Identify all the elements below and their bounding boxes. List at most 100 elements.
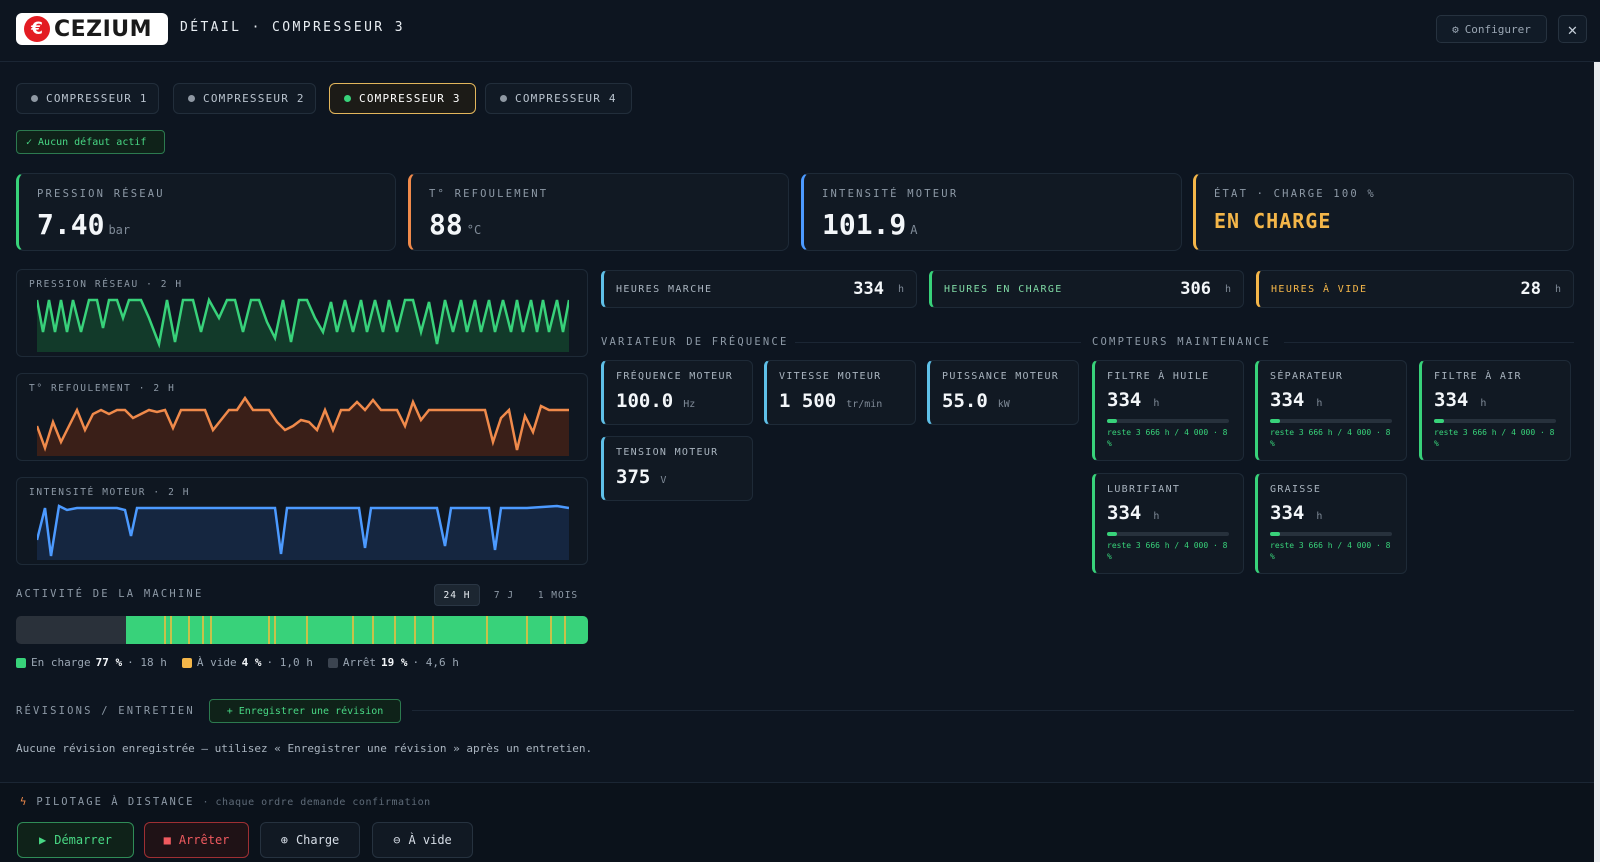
vfd-label: VITESSE MOTEUR xyxy=(779,371,882,382)
maintenance-remaining: reste 3 666 h / 4 000 · 8 % xyxy=(1270,428,1391,448)
activity-idle-mark xyxy=(564,616,566,644)
vfd-value: 375 xyxy=(616,466,651,488)
maintenance-unit: h xyxy=(1480,398,1487,409)
range-1mois-button[interactable]: 1 MOIS xyxy=(537,589,579,601)
unload-button[interactable]: ⊖ À vide xyxy=(372,822,473,858)
sparkline-pression-chart xyxy=(37,296,569,352)
legend-duration: · 1,0 h xyxy=(266,656,313,669)
maintenance-lubrifiant-card: LUBRIFIANT 334 h reste 3 666 h / 4 000 · … xyxy=(1092,473,1244,574)
configure-button[interactable]: ⚙ Configurer xyxy=(1436,15,1547,43)
close-button[interactable]: ✕ xyxy=(1558,15,1587,43)
stop-button[interactable]: ■ Arrêter xyxy=(144,822,249,858)
load-label: Charge xyxy=(295,833,340,847)
scrollbar[interactable] xyxy=(1594,62,1600,862)
tab-label: COMPRESSEUR 4 xyxy=(515,92,617,105)
status-dot xyxy=(500,95,507,102)
sparkline-area xyxy=(37,398,569,456)
sparkline-label: PRESSION RÉSEAU · 2 H xyxy=(29,279,183,290)
cezium-logo: € CEZIUM xyxy=(16,13,168,45)
vfd-divider xyxy=(795,342,1081,343)
maintenance-value: 334 xyxy=(1107,502,1142,524)
legend-duration: · 18 h xyxy=(127,656,167,669)
vfd-unit: V xyxy=(660,475,667,486)
maintenance-remaining: reste 3 666 h / 4 000 · 8 % xyxy=(1434,428,1555,448)
maintenance-remaining: reste 3 666 h / 4 000 · 8 % xyxy=(1270,541,1391,561)
play-icon: ▶ xyxy=(38,833,47,847)
kpi-pression-reseau: PRESSION RÉSEAU 7.40 bar xyxy=(16,173,396,251)
add-revision-button[interactable]: + Enregistrer une révision xyxy=(209,699,401,723)
activity-idle-mark xyxy=(550,616,552,644)
maintenance-progress-fill xyxy=(1107,532,1117,536)
lightning-icon: ϟ xyxy=(20,796,29,808)
minus-circle-icon: ⊖ xyxy=(393,833,401,847)
remote-title-text: PILOTAGE À DISTANCE xyxy=(36,796,195,808)
activity-idle-mark xyxy=(164,616,166,644)
tab-compresseur-2[interactable]: COMPRESSEUR 2 xyxy=(173,83,316,114)
maintenance-progress-fill xyxy=(1434,419,1444,423)
maintenance-unit: h xyxy=(1153,398,1160,409)
legend-duration: · 4,6 h xyxy=(412,656,459,669)
maintenance-progress-track xyxy=(1270,419,1392,423)
tab-compresseur-4[interactable]: COMPRESSEUR 4 xyxy=(485,83,632,114)
vfd-puissance-card: PUISSANCE MOTEUR 55.0 kW xyxy=(927,360,1079,425)
activity-idle-mark xyxy=(170,616,172,644)
legend-name: Arrêt xyxy=(342,656,376,669)
kpi-value: 88 xyxy=(429,208,463,241)
legend-name: À vide xyxy=(196,656,237,669)
remote-title: ϟ PILOTAGE À DISTANCE · chaque ordre dem… xyxy=(20,796,431,808)
maintenance-label: SÉPARATEUR xyxy=(1270,371,1344,382)
kpi-unit: A xyxy=(910,223,918,237)
tab-compresseur-1[interactable]: COMPRESSEUR 1 xyxy=(16,83,159,114)
status-dot xyxy=(344,95,351,102)
revisions-title: RÉVISIONS / ENTRETIEN xyxy=(16,705,195,717)
sparkline-intensite: INTENSITÉ MOTEUR · 2 H xyxy=(16,477,588,565)
maintenance-progress-track xyxy=(1270,532,1392,536)
tab-compresseur-3[interactable]: COMPRESSEUR 3 xyxy=(329,83,476,114)
sparkline-temperature: T° REFOULEMENT · 2 H xyxy=(16,373,588,461)
vfd-frequence-card: FRÉQUENCE MOTEUR 100.0 Hz xyxy=(601,360,753,425)
activity-idle-mark xyxy=(306,616,308,644)
hours-en-charge-card: HEURES EN CHARGE 306 h xyxy=(929,270,1244,308)
hours-unit: h xyxy=(1554,283,1561,295)
activity-running-segment xyxy=(126,616,588,644)
vfd-value: 100.0 xyxy=(616,390,674,412)
kpi-temperature-refoulement: T° REFOULEMENT 88 °C xyxy=(408,173,789,251)
activity-idle-mark xyxy=(202,616,204,644)
start-button[interactable]: ▶ Démarrer xyxy=(17,822,134,858)
sparkline-label: INTENSITÉ MOTEUR · 2 H xyxy=(29,487,191,498)
vfd-title: VARIATEUR DE FRÉQUENCE xyxy=(601,336,789,348)
activity-idle-mark xyxy=(526,616,528,644)
legend-pct: 4 % xyxy=(241,656,262,669)
vfd-label: TENSION MOTEUR xyxy=(616,447,719,458)
kpi-intensite-moteur: INTENSITÉ MOTEUR 101.9 A xyxy=(801,173,1182,251)
hours-a-vide-card: HEURES À VIDE 28 h xyxy=(1256,270,1574,308)
activity-idle-mark xyxy=(486,616,488,644)
vfd-unit: tr/min xyxy=(846,399,883,410)
logo-text: CEZIUM xyxy=(54,16,153,42)
maintenance-remaining: reste 3 666 h / 4 000 · 8 % xyxy=(1107,541,1228,561)
maintenance-graisse-card: GRAISSE 334 h reste 3 666 h / 4 000 · 8 % xyxy=(1255,473,1407,574)
activity-idle-mark xyxy=(210,616,212,644)
maintenance-unit: h xyxy=(1316,511,1323,522)
sparkline-line xyxy=(37,396,569,452)
activity-idle-mark xyxy=(432,616,434,644)
load-button[interactable]: ⊕ Charge xyxy=(260,822,360,858)
gear-icon: ⚙ xyxy=(1452,22,1459,36)
vfd-tension-card: TENSION MOTEUR 375 V xyxy=(601,436,753,501)
maintenance-value: 334 xyxy=(1434,389,1469,411)
close-icon: ✕ xyxy=(1567,19,1578,39)
vfd-value: 55.0 xyxy=(942,390,988,412)
range-7j-button[interactable]: 7 J xyxy=(493,589,515,601)
plus-circle-icon: ⊕ xyxy=(280,833,288,847)
sparkline-line xyxy=(37,504,569,557)
fault-status-badge: ✓ Aucun défaut actif xyxy=(16,130,165,154)
hours-label: HEURES MARCHE xyxy=(616,283,713,295)
maintenance-progress-track xyxy=(1107,419,1229,423)
tab-label: COMPRESSEUR 1 xyxy=(46,92,148,105)
legend-pct: 19 % xyxy=(380,656,408,669)
hours-label: HEURES EN CHARGE xyxy=(944,283,1063,295)
range-24h-button[interactable]: 24 H xyxy=(434,584,480,606)
sparkline-area xyxy=(37,506,569,560)
hours-label: HEURES À VIDE xyxy=(1271,283,1368,295)
kpi-label: ÉTAT · CHARGE 100 % xyxy=(1214,188,1376,200)
